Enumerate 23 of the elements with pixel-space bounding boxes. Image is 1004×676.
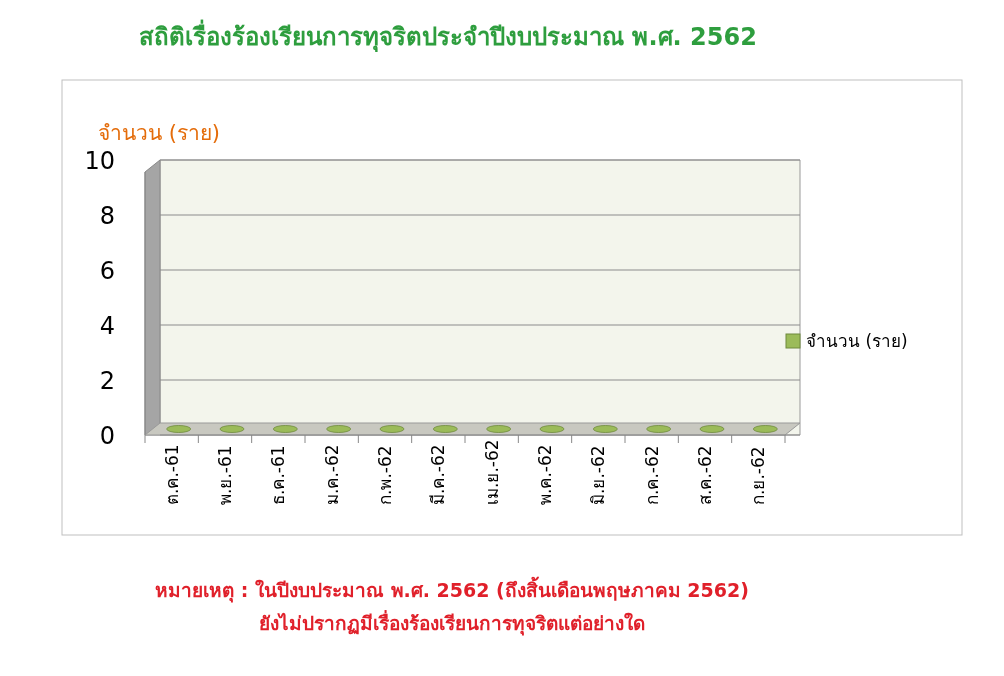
- x-tick-label: ต.ค.-61: [161, 444, 182, 505]
- x-tick-label: มี.ค.-62: [428, 444, 449, 505]
- x-tick-label: พ.ย.-61: [215, 445, 235, 505]
- x-tick-label: ก.ย.-62: [748, 446, 769, 505]
- y-tick-label: 0: [99, 422, 115, 450]
- x-tick-label: ก.ค.-62: [641, 445, 662, 505]
- y-tick-label: 2: [99, 367, 115, 395]
- x-tick-label: พ.ค.-62: [535, 444, 555, 505]
- y-tick-label: 4: [99, 312, 115, 340]
- y-tick-label: 10: [84, 147, 115, 175]
- x-tick-label: ก.พ.-62: [375, 445, 395, 505]
- x-tick-label: ส.ค.-62: [695, 445, 715, 505]
- legend: จำนวน (ราย): [785, 331, 908, 351]
- ylabel: จำนวน (ราย): [98, 121, 221, 145]
- x-tick-label: ธ.ค.-61: [268, 445, 289, 505]
- text: หมายเหตุ : ในปีงบประมาณ พ.ศ. 2562 (ถึงสิ้นเดือนพฤษภาคม 2562): [155, 576, 749, 603]
- x-tick-label: มิ.ย.-62: [588, 445, 609, 505]
- x-tick-label: เม.ย.-62: [481, 439, 502, 505]
- x-tick-label: ม.ค.-62: [321, 444, 342, 505]
- text: ยังไม่ปรากฏมีเรื่องร้องเรียนการทุจริตแต่อย่างใด: [259, 610, 645, 636]
- y-tick-label: 8: [99, 202, 115, 230]
- legend-label: จำนวน (ราย): [806, 331, 908, 351]
- y-tick-label: 6: [99, 257, 115, 285]
